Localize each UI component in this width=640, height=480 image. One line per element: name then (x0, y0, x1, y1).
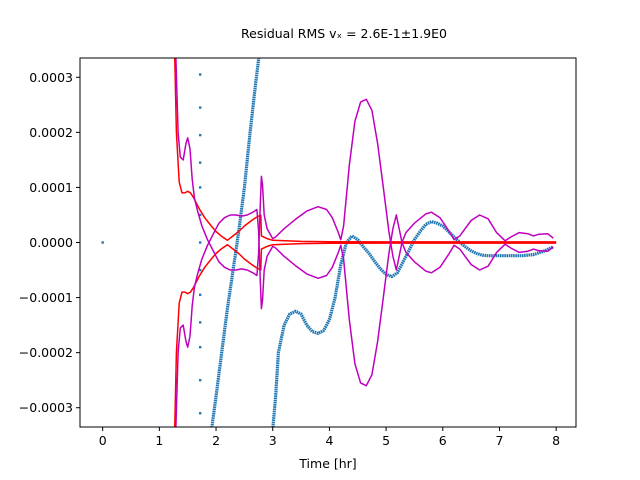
y-tick-label: −0.0003 (19, 400, 73, 415)
y-axis: −0.0003 −0.0002 −0.0001 0.0000 0.0001 0.0002 0… (19, 70, 80, 415)
y-tick-label: 0.0001 (29, 180, 73, 195)
residual-point (198, 268, 202, 272)
residual-point (198, 186, 202, 189)
x-tick-label: 8 (552, 433, 560, 448)
x-axis-label: Time [hr] (298, 456, 356, 471)
x-tick-label: 1 (155, 433, 163, 448)
x-tick-label: 4 (325, 433, 333, 448)
residual-point (198, 106, 202, 109)
y-tick-label: −0.0002 (19, 345, 73, 360)
series-line (175, 58, 554, 277)
residual-point (198, 241, 202, 244)
x-tick-label: 2 (212, 433, 220, 448)
residual-point (198, 161, 202, 164)
residual-point (198, 378, 202, 382)
chart-title: Residual RMS vₓ = 2.6E-1±1.9E0 (241, 26, 447, 41)
residual-point (198, 345, 202, 349)
residual-point (198, 321, 202, 324)
residual-point (198, 412, 202, 415)
y-tick-label: 0.0000 (29, 235, 73, 250)
x-axis: 0 1 2 3 4 5 6 7 8 (99, 427, 560, 448)
x-tick-label: 0 (99, 433, 107, 448)
x-tick-label: 5 (382, 433, 390, 448)
y-tick-label: 0.0003 (29, 70, 73, 85)
x-tick-label: 7 (495, 433, 503, 448)
residual-point (198, 133, 202, 137)
y-tick-label: −0.0001 (19, 290, 73, 305)
residual-point (198, 73, 202, 76)
residual-point (101, 241, 104, 244)
residual-point (198, 293, 202, 297)
y-tick-label: 0.0002 (29, 125, 73, 140)
plot-series (101, 58, 557, 427)
residual-point-run (271, 220, 554, 427)
x-tick-label: 6 (439, 433, 447, 448)
series-line (174, 58, 557, 243)
x-tick-label: 3 (269, 433, 277, 448)
series-line (174, 242, 557, 427)
residual-point (198, 213, 202, 217)
series-line (175, 208, 554, 427)
